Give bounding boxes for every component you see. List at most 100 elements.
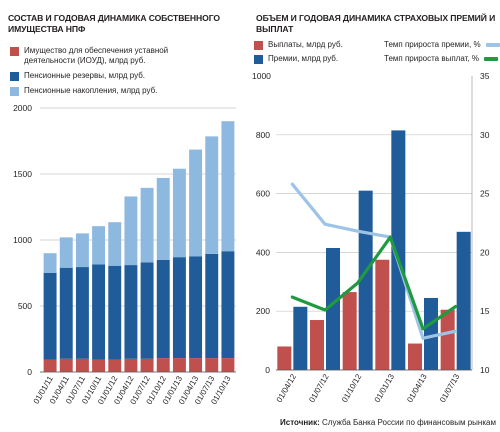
- legend-item-premiums: Премии, млрд руб.: [254, 54, 338, 64]
- bar-segment: [156, 177, 170, 260]
- legend-label-iound: Имущество для обеспечения уставной деяте…: [24, 46, 169, 65]
- bar-segment: [59, 237, 73, 268]
- bar-premiums: [326, 247, 340, 370]
- bar-segment: [108, 359, 122, 372]
- y2-tick-label: 25: [480, 189, 490, 199]
- legend-label-premium-growth: Темп прироста премии, %: [384, 40, 481, 49]
- legend-label-payout-growth: Темп прироста выплат, %: [384, 54, 479, 63]
- legend-item-iound: Имущество для обеспечения уставной деяте…: [10, 46, 174, 65]
- bar-segment: [59, 358, 73, 372]
- bar-segment: [140, 358, 154, 372]
- y2-tick-label: 20: [480, 247, 490, 257]
- right-legend: Выплаты, млрд руб. Премии, млрд руб. Тем…: [254, 40, 500, 66]
- y-tick-label: 1000: [252, 71, 271, 81]
- bar-segment: [124, 358, 138, 372]
- y-tick-label: 400: [256, 247, 270, 257]
- bar-segment: [59, 267, 73, 359]
- bar-segment: [140, 262, 154, 359]
- x-tick-label: 01/10/12: [340, 372, 364, 404]
- bar-segment: [124, 196, 138, 266]
- bar-segment: [172, 358, 186, 372]
- y2-tick-label: 30: [480, 130, 490, 140]
- bar-segment: [205, 136, 219, 254]
- legend-swatch-reserves: [10, 71, 19, 81]
- y-tick-label: 1500: [13, 169, 32, 179]
- bar-segment: [108, 222, 122, 266]
- right-panel: ОБЪЕМ И ГОДОВАЯ ДИНАМИКА СТРАХОВЫХ ПРЕМИ…: [246, 0, 500, 432]
- legend-swatch-iound: [10, 46, 19, 56]
- y2-tick-label: 35: [480, 71, 490, 81]
- legend-label-payouts: Выплаты, млрд руб.: [268, 40, 343, 49]
- bar-segment: [140, 187, 154, 263]
- legend-line-premium-growth: [485, 42, 500, 47]
- bar-premiums: [424, 297, 438, 370]
- y-tick-label: 2000: [13, 103, 32, 113]
- bar-payouts: [375, 259, 390, 370]
- bar-segment: [92, 359, 106, 372]
- legend-label-savings: Пенсионные накопления, млрд руб.: [24, 86, 158, 95]
- y-tick-label: 800: [256, 130, 270, 140]
- legend-item-payouts: Выплаты, млрд руб.: [254, 40, 343, 50]
- bar-segment: [75, 267, 89, 359]
- source-note: Источник: Служба Банка России по финансо…: [280, 418, 496, 427]
- legend-swatch-savings: [10, 86, 19, 96]
- legend-line-payout-growth: [483, 56, 498, 61]
- legend-swatch-premiums: [254, 54, 263, 64]
- legend-item-premium-growth: Темп прироста премии, %: [384, 40, 500, 50]
- line-payout-growth: [290, 235, 458, 331]
- x-tick-label: 01/01/13: [373, 372, 397, 404]
- x-tick-label: 01/04/12: [275, 372, 299, 404]
- bar-segment: [156, 358, 170, 372]
- y-tick-label: 600: [256, 189, 270, 199]
- bar-payouts: [310, 320, 324, 370]
- y-tick-label: 1000: [13, 235, 32, 245]
- legend-item-reserves: Пенсионные резервы, млрд руб.: [10, 71, 145, 81]
- y2-tick-label: 15: [480, 306, 490, 316]
- bar-payouts: [342, 292, 357, 370]
- bar-premiums: [456, 231, 471, 370]
- legend-item-payout-growth: Темп прироста выплат, %: [384, 54, 498, 64]
- legend-label-reserves: Пенсионные резервы, млрд руб.: [24, 71, 146, 80]
- bar-segment: [172, 168, 186, 258]
- source-text: Служба Банка России по финансовым рынкам: [322, 418, 496, 427]
- bar-segment: [189, 149, 203, 257]
- bar-payouts: [277, 346, 292, 370]
- bar-segment: [124, 265, 138, 359]
- bar-payouts: [408, 343, 422, 370]
- bar-segment: [75, 233, 89, 268]
- bar-segment: [92, 226, 106, 265]
- bar-segment: [205, 253, 219, 359]
- y-tick-label: 0: [265, 365, 270, 375]
- bar-premiums: [293, 306, 308, 370]
- bar-premiums: [358, 190, 373, 370]
- bar-segment: [43, 253, 57, 273]
- left-chart-title: СОСТАВ И ГОДОВАЯ ДИНАМИКА СОБСТВЕННОГО И…: [8, 13, 220, 34]
- line-premium-growth: [290, 182, 458, 340]
- bar-segment: [221, 251, 235, 359]
- right-chart: 0 200 400 600 800 1000 10 15 20 25 30 35 01/04/12 01/…: [252, 71, 490, 404]
- right-chart-title: ОБЪЕМ И ГОДОВАЯ ДИНАМИКА СТРАХОВЫХ ПРЕМИ…: [256, 13, 496, 34]
- bar-segment: [43, 359, 57, 372]
- left-legend: Имущество для обеспечения уставной деяте…: [10, 46, 238, 96]
- bar-segment: [75, 358, 89, 372]
- bar-segment: [156, 259, 170, 359]
- bar-segment: [92, 264, 106, 360]
- bar-segment: [205, 358, 219, 372]
- bar-segment: [189, 256, 203, 359]
- legend-label-premiums: Премии, млрд руб.: [268, 54, 339, 63]
- x-tick-label: 01/07/13: [438, 372, 462, 404]
- bar-payouts: [440, 309, 455, 370]
- legend-swatch-payouts: [254, 40, 263, 50]
- bar-segment: [108, 265, 122, 360]
- y2-tick-label: 10: [480, 365, 490, 375]
- source-label: Источник:: [280, 418, 320, 427]
- bar-premiums: [391, 130, 406, 370]
- bar-segment: [172, 257, 186, 359]
- y-tick-label: 200: [256, 306, 270, 316]
- x-tick-label: 01/04/13: [405, 372, 429, 404]
- bar-segment: [189, 358, 203, 372]
- bar-segment: [221, 358, 235, 372]
- x-tick-label: 01/07/12: [307, 372, 331, 404]
- legend-item-savings: Пенсионные накопления, млрд руб.: [10, 86, 157, 96]
- bar-segment: [221, 121, 235, 252]
